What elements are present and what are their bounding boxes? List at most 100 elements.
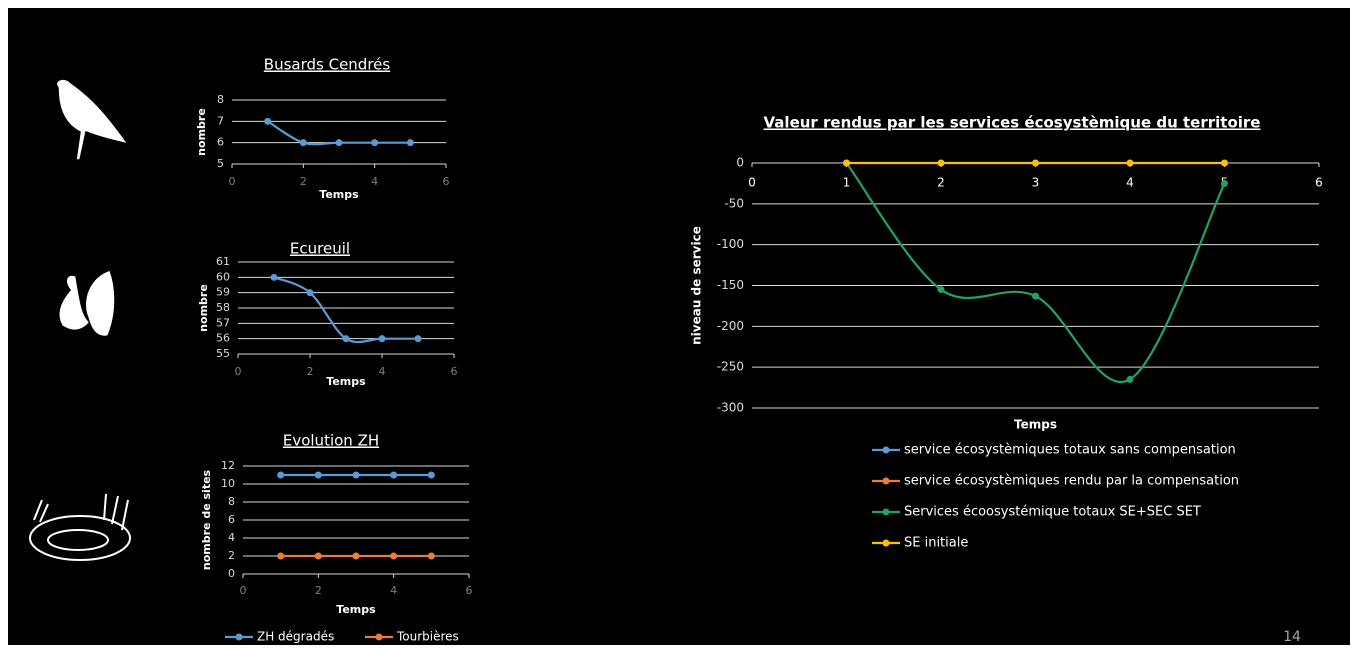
data-point	[1221, 179, 1228, 187]
x-tick-label: 1	[843, 176, 851, 190]
legend-marker	[882, 508, 890, 516]
x-axis-label: Temps	[1014, 418, 1057, 432]
legend-label: SE initiale	[904, 536, 968, 551]
data-point	[277, 552, 285, 560]
x-axis-label: Temps	[319, 188, 359, 201]
y-tick-label: 61	[216, 255, 230, 268]
y-tick-label: -300	[717, 401, 744, 415]
data-point	[937, 159, 945, 167]
x-tick-label: 4	[379, 365, 386, 378]
legend-marker	[882, 446, 890, 454]
x-tick-label: 2	[315, 584, 322, 597]
y-axis-label: nombre	[197, 284, 210, 332]
y-tick-label: 8	[228, 495, 235, 508]
y-tick-label: 57	[216, 316, 230, 329]
x-tick-label: 4	[1126, 176, 1134, 190]
squirrel-icon	[57, 269, 116, 338]
y-tick-label: 2	[228, 549, 235, 562]
legend-label: Tourbières	[396, 630, 459, 644]
wetland-icon	[29, 493, 131, 561]
x-tick-label: 2	[300, 175, 307, 188]
data-point	[342, 335, 350, 343]
y-tick-label: 55	[216, 347, 230, 360]
data-point	[277, 471, 285, 479]
data-point	[299, 139, 307, 147]
data-point	[414, 335, 422, 343]
y-tick-label: 7	[217, 114, 224, 127]
legend-label: service écosystèmiques totaux sans compe…	[904, 443, 1236, 458]
data-point	[390, 471, 398, 479]
y-axis-label: nombre de sites	[200, 469, 213, 570]
data-point	[1221, 159, 1228, 167]
y-tick-label: 4	[228, 531, 235, 544]
y-tick-label: -250	[717, 360, 744, 374]
x-tick-label: 4	[371, 175, 378, 188]
legend-marker	[882, 539, 890, 547]
data-point	[314, 552, 322, 560]
y-tick-label: 60	[216, 270, 230, 283]
legend-marker	[882, 477, 890, 485]
page-number: 14	[1283, 629, 1301, 645]
x-tick-label: 4	[390, 584, 397, 597]
y-tick-label: 56	[216, 332, 230, 345]
data-point	[1126, 159, 1134, 167]
bird-icon	[55, 78, 130, 161]
data-point	[1032, 292, 1039, 300]
legend-marker	[235, 633, 243, 641]
legend-label: service écosystèmiques rendu par la comp…	[904, 474, 1239, 489]
legend-label: ZH dégradés	[257, 630, 334, 644]
data-point	[264, 117, 272, 125]
x-tick-label: 6	[443, 175, 450, 188]
x-tick-label: 2	[937, 176, 945, 190]
x-tick-label: 6	[451, 365, 458, 378]
data-point	[1126, 375, 1134, 383]
series-line	[845, 162, 1226, 384]
y-tick-label: 58	[216, 301, 230, 314]
data-point	[378, 335, 386, 343]
y-axis-label: niveau de service	[690, 226, 704, 345]
data-point	[427, 471, 435, 479]
y-tick-label: 59	[216, 286, 230, 299]
chart-title: Evolution ZH	[283, 432, 379, 450]
y-axis-label: nombre	[195, 108, 208, 156]
data-point	[352, 552, 360, 560]
data-point	[937, 286, 945, 294]
data-point	[427, 552, 435, 560]
chart-title: Ecureuil	[290, 240, 350, 258]
x-tick-label: 0	[240, 584, 247, 597]
y-tick-label: -100	[717, 237, 744, 251]
data-point	[371, 139, 379, 147]
y-tick-label: -150	[717, 278, 744, 292]
chart-title: Busards Cendrés	[264, 56, 391, 74]
y-tick-label: -50	[724, 196, 744, 210]
y-tick-label: 8	[217, 93, 224, 106]
data-point	[314, 471, 322, 479]
y-tick-label: 6	[228, 513, 235, 526]
y-tick-label: 5	[217, 157, 224, 170]
legend-marker	[375, 633, 383, 641]
x-tick-label: 2	[307, 365, 314, 378]
data-point	[335, 139, 343, 147]
x-tick-label: 0	[235, 365, 242, 378]
x-axis-label: Temps	[326, 375, 366, 388]
x-tick-label: 3	[1032, 176, 1040, 190]
x-tick-label: 0	[229, 175, 236, 188]
y-tick-label: 0	[736, 156, 744, 170]
x-axis-label: Temps	[336, 603, 376, 616]
y-tick-label: 10	[221, 477, 235, 490]
data-point	[390, 552, 398, 560]
data-point	[406, 139, 414, 147]
data-point	[270, 273, 278, 281]
chart-title: Valeur rendus par les services écosystèm…	[764, 114, 1261, 132]
data-point	[306, 289, 314, 297]
legend-label: Services écoosystémique totaux SE+SEC SE…	[904, 505, 1201, 520]
data-point	[352, 471, 360, 479]
x-tick-label: 6	[1315, 176, 1323, 190]
data-point	[1032, 159, 1039, 167]
y-tick-label: 0	[228, 567, 235, 580]
x-tick-label: 6	[466, 584, 473, 597]
data-point	[843, 159, 850, 167]
x-tick-label: 0	[748, 176, 756, 190]
